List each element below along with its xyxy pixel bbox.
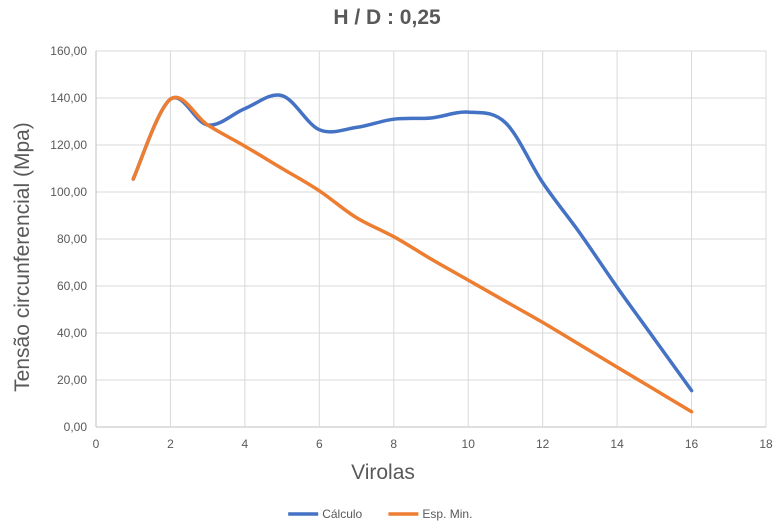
x-axis-title: Virolas (351, 461, 415, 484)
y-tick-label: 160,00 (50, 44, 87, 58)
x-tick-label: 14 (610, 437, 624, 451)
y-tick-label: 60,00 (57, 279, 87, 293)
x-tick-label: 16 (685, 437, 699, 451)
x-tick-label: 2 (167, 437, 174, 451)
y-tick-label: 120,00 (50, 138, 87, 152)
y-tick-label: 20,00 (57, 373, 87, 387)
x-tick-label: 10 (462, 437, 476, 451)
y-tick-label: 140,00 (50, 91, 87, 105)
y-tick-label: 100,00 (50, 185, 87, 199)
x-tick-label: 8 (390, 437, 397, 451)
legend-label: Cálculo (322, 507, 362, 521)
series-line-1 (131, 93, 694, 393)
x-tick-label: 0 (93, 437, 100, 451)
x-tick-label: 4 (242, 437, 249, 451)
x-tick-label: 12 (536, 437, 550, 451)
chart-title: H / D : 0,25 (333, 6, 441, 29)
y-tick-label: 40,00 (57, 326, 87, 340)
legend-label: Esp. Min. (422, 507, 472, 521)
y-tick-label: 0,00 (64, 420, 88, 434)
x-tick-label: 6 (316, 437, 323, 451)
y-axis-title: Tensão circunferencial (Mpa) (11, 122, 34, 392)
y-tick-label: 80,00 (57, 232, 87, 246)
x-tick-label: 18 (759, 437, 773, 451)
series-line-2 (131, 95, 694, 414)
